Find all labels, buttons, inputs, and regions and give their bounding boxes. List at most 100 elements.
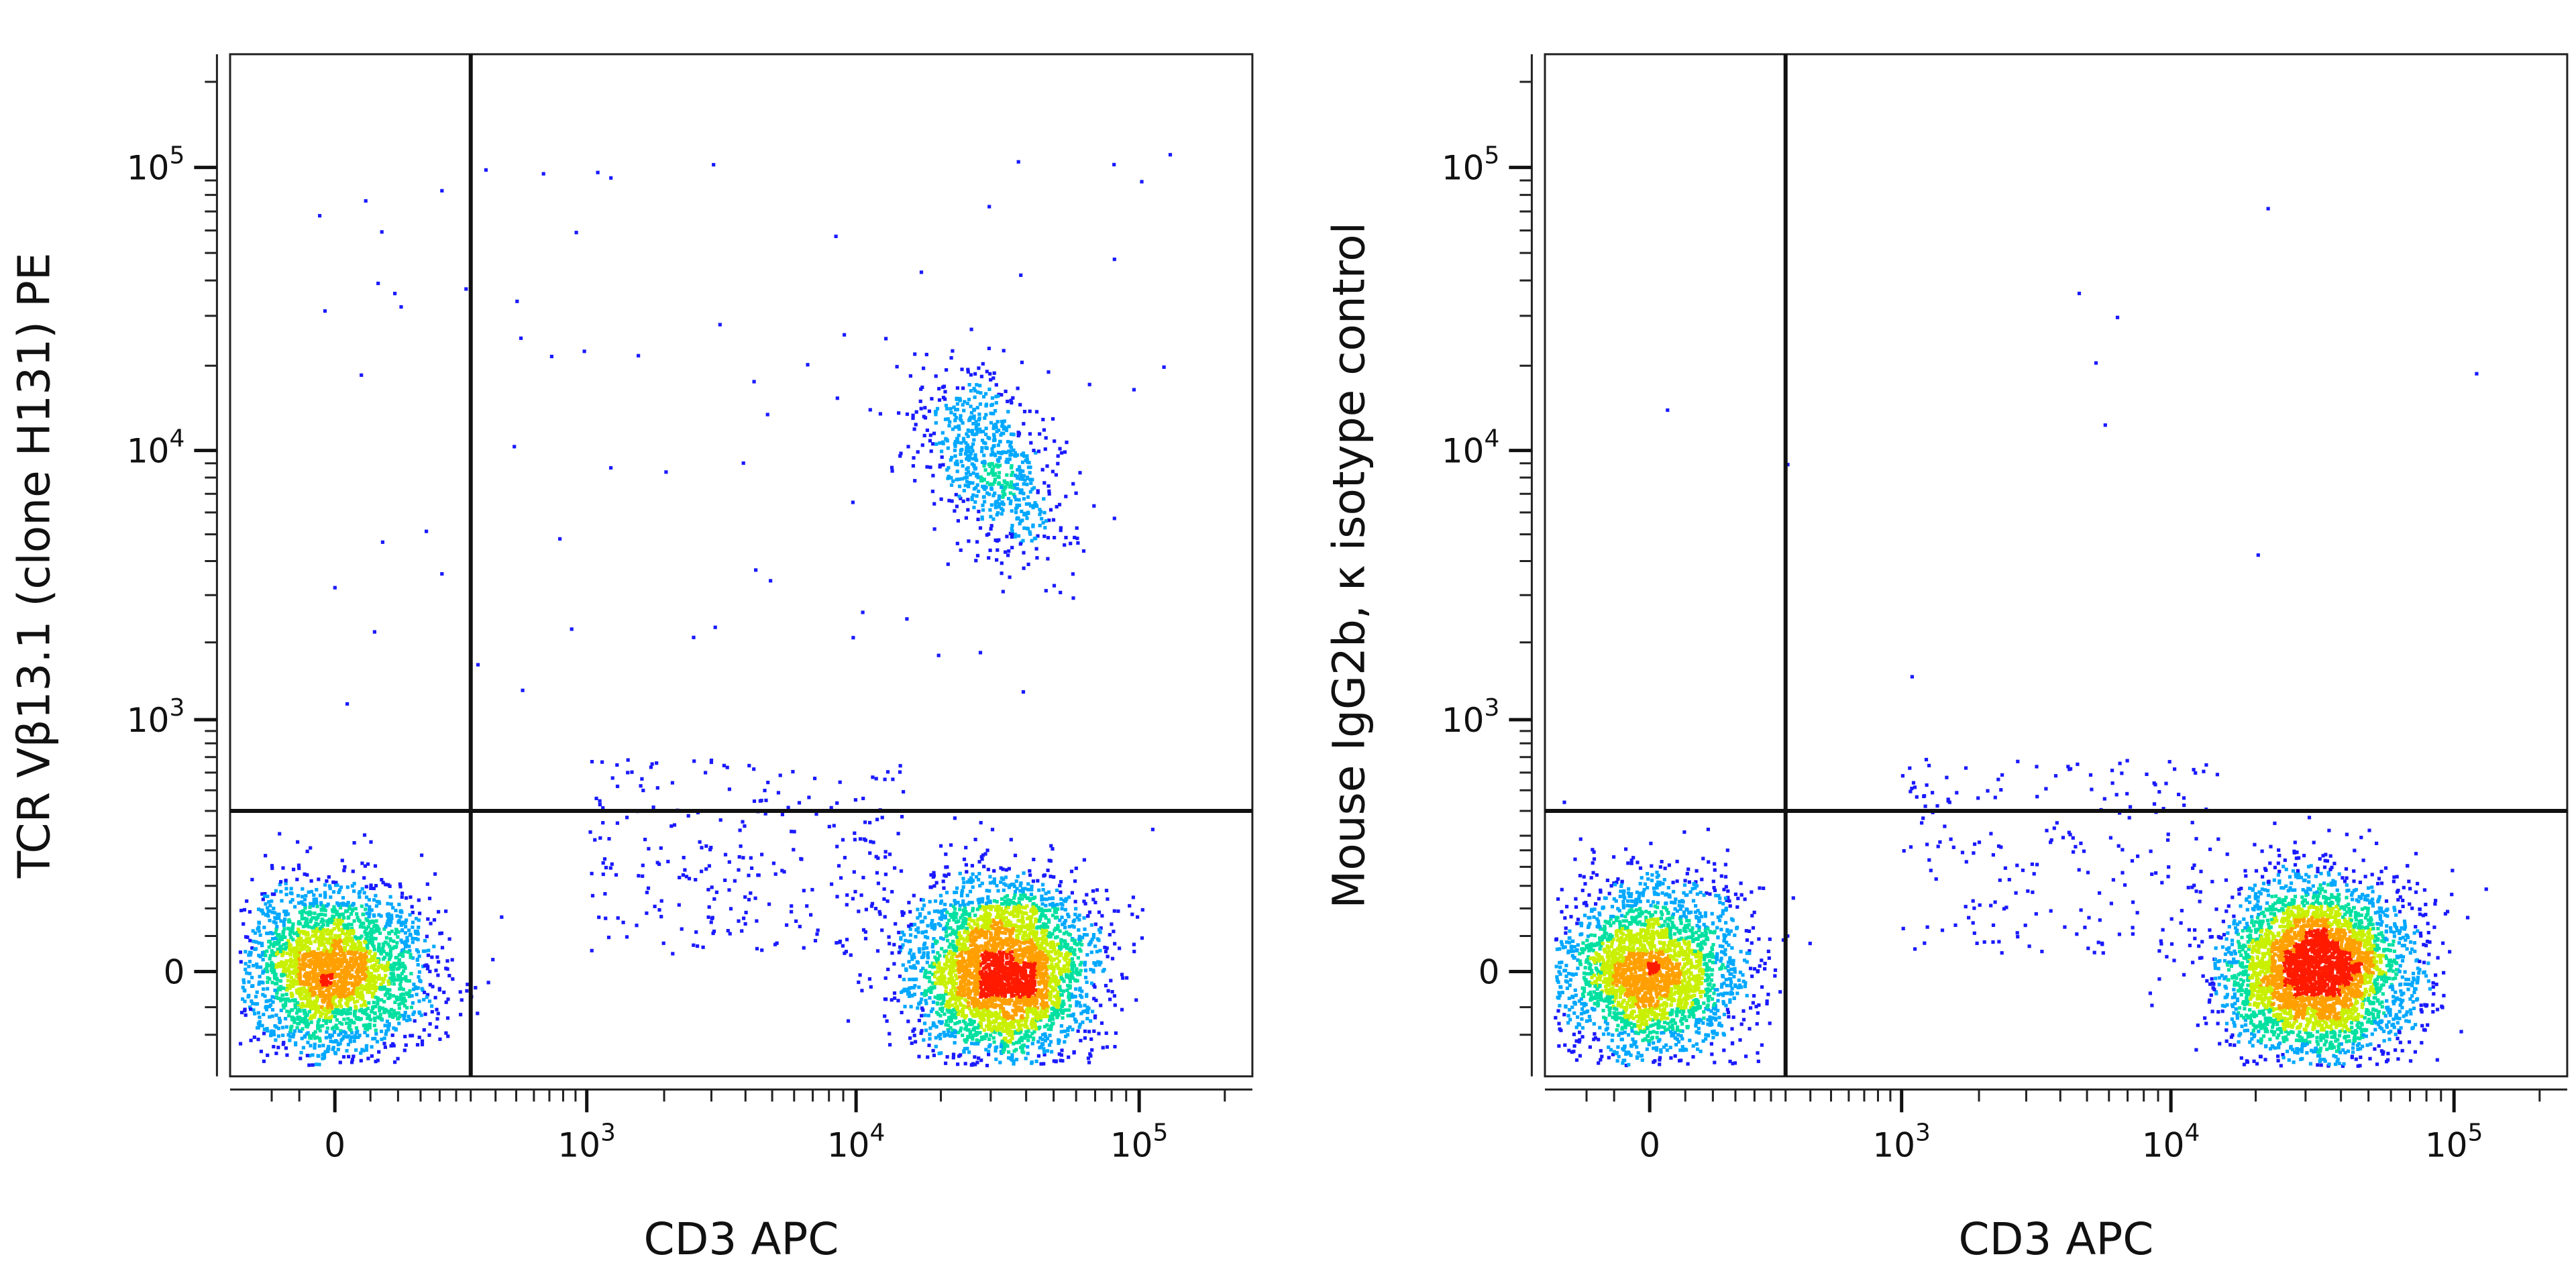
event-dot (313, 958, 317, 962)
event-dot (369, 883, 373, 887)
event-dot (305, 1019, 309, 1023)
event-dot (292, 1029, 297, 1033)
event-dot (422, 997, 426, 1002)
event-dot (411, 936, 415, 940)
event-dot (923, 916, 927, 920)
event-dot (274, 921, 278, 925)
event-dot (322, 969, 326, 973)
event-dot (992, 940, 997, 944)
event-dot (353, 958, 357, 962)
event-dot (389, 1044, 393, 1048)
event-dot (423, 949, 427, 953)
event-dot (335, 883, 339, 887)
event-dot (325, 923, 330, 927)
event-dot (944, 865, 948, 869)
event-dot (992, 899, 996, 903)
event-dot (295, 1001, 300, 1005)
event-dot (1063, 1029, 1067, 1034)
event-dot (347, 950, 351, 954)
event-dot (924, 1001, 928, 1005)
event-dot (315, 929, 319, 933)
event-dot (268, 903, 272, 907)
event-dot (290, 891, 294, 895)
event-dot (1096, 960, 1100, 964)
event-dot (938, 901, 943, 905)
event-dot (385, 922, 389, 926)
event-dot (305, 1054, 309, 1058)
event-dot (316, 1004, 320, 1008)
event-dot (500, 915, 504, 919)
event-dot (1010, 1058, 1014, 1062)
event-dot (1029, 957, 1034, 962)
event-dot (1010, 950, 1014, 954)
event-dot (928, 996, 932, 1000)
event-dot (917, 1054, 921, 1058)
event-dot (988, 881, 992, 885)
event-dot (314, 921, 318, 926)
event-dot (1058, 929, 1062, 933)
event-dot (284, 910, 288, 914)
event-dot (1012, 883, 1016, 887)
event-dot (281, 1042, 285, 1046)
event-dot (952, 981, 956, 985)
event-dot (949, 843, 953, 847)
event-dot (1039, 956, 1043, 960)
event-dot (290, 898, 294, 902)
event-dot (418, 1011, 422, 1015)
event-dot (365, 912, 369, 916)
event-dot (377, 1050, 381, 1054)
event-dot (952, 1007, 956, 1011)
event-dot (977, 960, 981, 965)
event-dot (287, 944, 291, 948)
event-dot (438, 1037, 442, 1041)
event-dot (959, 983, 963, 987)
event-dot (1025, 991, 1029, 995)
event-dot (250, 999, 254, 1003)
event-dot (1050, 1050, 1054, 1054)
event-dot (386, 987, 390, 992)
event-dot (1012, 901, 1016, 905)
event-dot (350, 983, 354, 987)
event-dot (1067, 995, 1071, 999)
event-dot (971, 1014, 975, 1018)
event-dot (325, 928, 330, 932)
event-dot (334, 1024, 338, 1028)
event-dot (419, 1013, 423, 1017)
event-dot (1083, 962, 1087, 967)
event-dot (951, 976, 955, 980)
event-dot (391, 968, 395, 972)
event-dot (974, 952, 978, 956)
event-dot (339, 993, 343, 997)
event-dot (288, 1034, 292, 1038)
event-dot (409, 955, 413, 959)
event-dot (284, 1025, 288, 1029)
event-dot (263, 994, 267, 998)
event-dot (307, 925, 311, 929)
event-dot (337, 989, 342, 993)
event-dot (397, 1022, 401, 1026)
event-dot (286, 975, 290, 979)
event-dot (301, 902, 305, 906)
event-dot (936, 966, 940, 970)
event-dot (313, 968, 317, 972)
event-dot (1086, 914, 1090, 918)
event-dot (928, 1037, 932, 1041)
event-dot (362, 1048, 366, 1053)
event-dot (248, 1005, 252, 1009)
event-dot (1047, 1043, 1052, 1047)
event-dot (341, 985, 346, 989)
event-dot (273, 982, 277, 986)
event-dot (353, 961, 358, 965)
event-dot (248, 960, 252, 964)
event-dot (319, 943, 323, 947)
event-dot (306, 983, 310, 987)
event-dot (247, 953, 251, 957)
event-dot (337, 962, 341, 966)
event-dot (1092, 997, 1096, 1001)
event-dot (1010, 1030, 1014, 1034)
event-dot (1034, 1013, 1038, 1017)
event-dot (320, 962, 324, 967)
event-dot (341, 903, 345, 907)
event-dot (315, 981, 319, 985)
event-dot (328, 949, 332, 953)
